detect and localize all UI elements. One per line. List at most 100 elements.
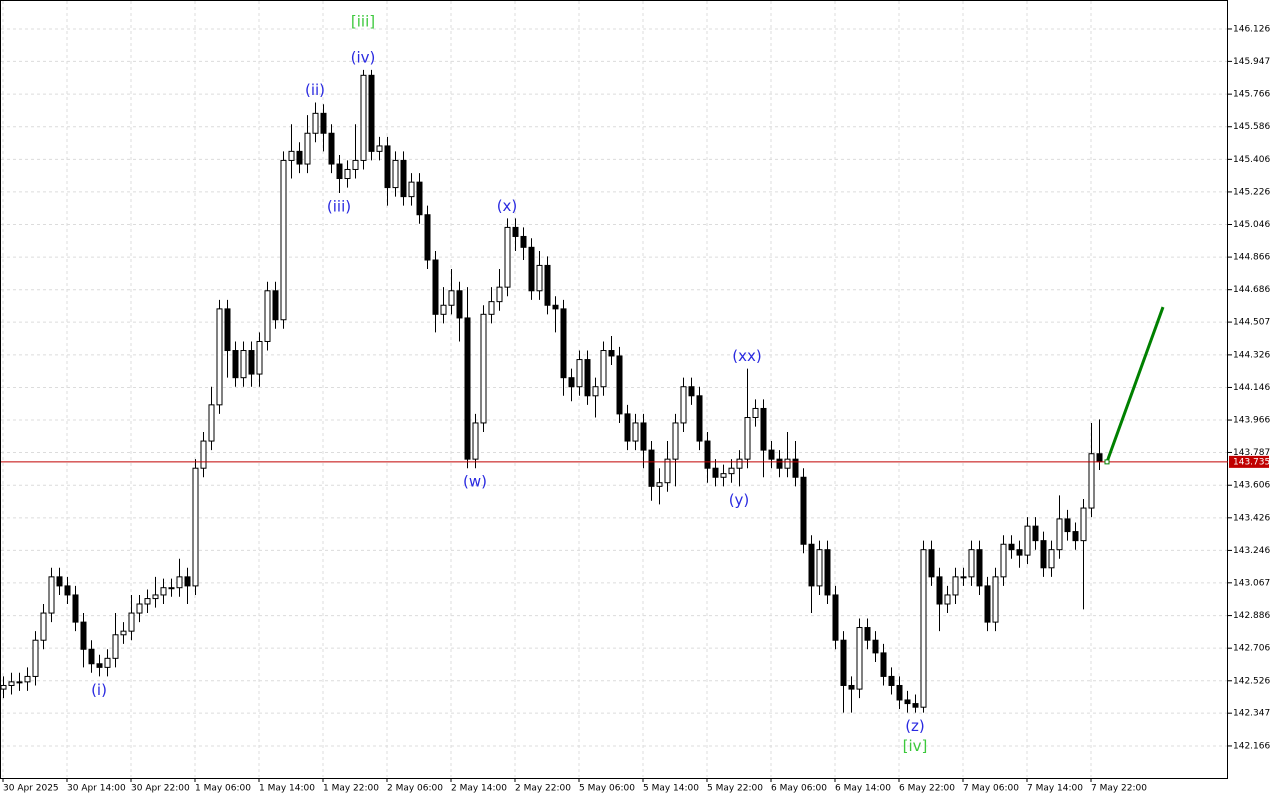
candle-body	[440, 304, 447, 315]
candle-body	[232, 350, 239, 379]
candle-body	[88, 648, 95, 665]
candle-body	[376, 145, 383, 152]
candle-body	[824, 549, 831, 596]
candle-body	[720, 473, 727, 478]
candle-body	[416, 181, 423, 216]
candle-body	[752, 407, 759, 419]
x-tick-label: 30 Apr 2025	[3, 784, 59, 794]
y-tick-label: 143.606	[1233, 481, 1270, 491]
x-tick-label: 7 May 06:00	[963, 784, 1019, 794]
candle-body	[64, 585, 71, 596]
candle-body	[560, 308, 567, 379]
candle-body	[32, 639, 39, 677]
candle-body	[1040, 540, 1047, 569]
y-tick-label: 144.326	[1233, 350, 1270, 360]
candle-body	[744, 417, 751, 460]
candle-body	[480, 313, 487, 424]
candle-body	[632, 422, 639, 442]
wave-label: (iv)	[351, 48, 376, 66]
candle-body	[352, 159, 359, 170]
candle-body	[952, 576, 959, 596]
candle-body	[528, 246, 535, 292]
candle-body	[992, 576, 999, 623]
candle-body	[760, 407, 767, 451]
candle-body	[816, 549, 823, 587]
candle-body	[496, 286, 503, 303]
candle-body	[112, 634, 119, 659]
candle-body	[608, 350, 615, 357]
price-label-bg	[1229, 455, 1269, 468]
candle-body	[648, 449, 655, 487]
candle-body	[912, 703, 919, 708]
candle-body	[136, 603, 143, 614]
candle-body	[776, 458, 783, 469]
candle-body	[448, 290, 455, 306]
wave-label: [iv]	[903, 737, 928, 755]
x-tick-label: 5 May 22:00	[707, 784, 763, 794]
candle-body	[600, 350, 607, 388]
candle-body	[224, 308, 231, 352]
candle-body	[424, 214, 431, 261]
x-tick-label: 30 Apr 14:00	[67, 784, 126, 794]
x-tick-label: 5 May 06:00	[579, 784, 635, 794]
candle-body	[1048, 549, 1055, 569]
candle-body	[984, 585, 991, 623]
candle-body	[392, 159, 399, 189]
wave-label: (z)	[905, 717, 925, 735]
candle-body	[96, 663, 103, 668]
forecast-start	[1104, 459, 1110, 465]
candle-body	[1064, 518, 1071, 533]
wave-label: (w)	[463, 473, 487, 491]
y-tick-label: 146.126	[1233, 24, 1270, 34]
candle-body	[696, 395, 703, 442]
candle-body	[768, 449, 775, 460]
candle-body	[408, 181, 415, 198]
candle-body	[384, 145, 391, 189]
candle-body	[128, 612, 135, 632]
y-tick-label: 143.246	[1233, 546, 1270, 556]
x-tick-label: 1 May 06:00	[195, 784, 251, 794]
x-tick-label: 1 May 14:00	[259, 784, 315, 794]
candle-body	[208, 404, 215, 442]
candle-body	[520, 235, 527, 248]
candle-body	[624, 413, 631, 442]
candle-body	[320, 112, 327, 134]
candle-body	[296, 150, 303, 165]
candle-body	[168, 587, 175, 590]
x-tick-label: 7 May 22:00	[1091, 784, 1147, 794]
candle-body	[336, 163, 343, 180]
candle-body	[152, 594, 159, 600]
candle-body	[800, 476, 807, 545]
candle-body	[896, 684, 903, 701]
candle-body	[792, 458, 799, 478]
wave-label: [iii]	[351, 12, 375, 30]
candle-body	[248, 350, 255, 375]
candle-body	[880, 652, 887, 677]
candle-body	[144, 598, 151, 605]
candle-body	[40, 612, 47, 641]
candle-body	[832, 594, 839, 641]
candle-body	[504, 226, 511, 288]
candle-body	[464, 317, 471, 460]
candle-body	[56, 576, 63, 587]
candle-body	[184, 576, 191, 587]
price-label: 143.735	[1233, 457, 1270, 467]
x-tick-label: 2 May 22:00	[515, 784, 571, 794]
candle-body	[664, 458, 671, 484]
candle-body	[264, 290, 271, 342]
candle-body	[176, 576, 183, 589]
candle-body	[960, 576, 967, 579]
candle-body	[48, 576, 55, 614]
candle-body	[736, 458, 743, 469]
y-tick-label: 145.046	[1233, 220, 1270, 230]
candle-body	[872, 639, 879, 654]
x-tick-label: 6 May 22:00	[899, 784, 955, 794]
x-tick-label: 30 Apr 22:00	[131, 784, 190, 794]
x-tick-label: 2 May 14:00	[451, 784, 507, 794]
y-tick-label: 145.406	[1233, 155, 1270, 165]
candle-body	[616, 355, 623, 415]
y-tick-label: 145.947	[1233, 57, 1270, 67]
candle-body	[672, 422, 679, 460]
